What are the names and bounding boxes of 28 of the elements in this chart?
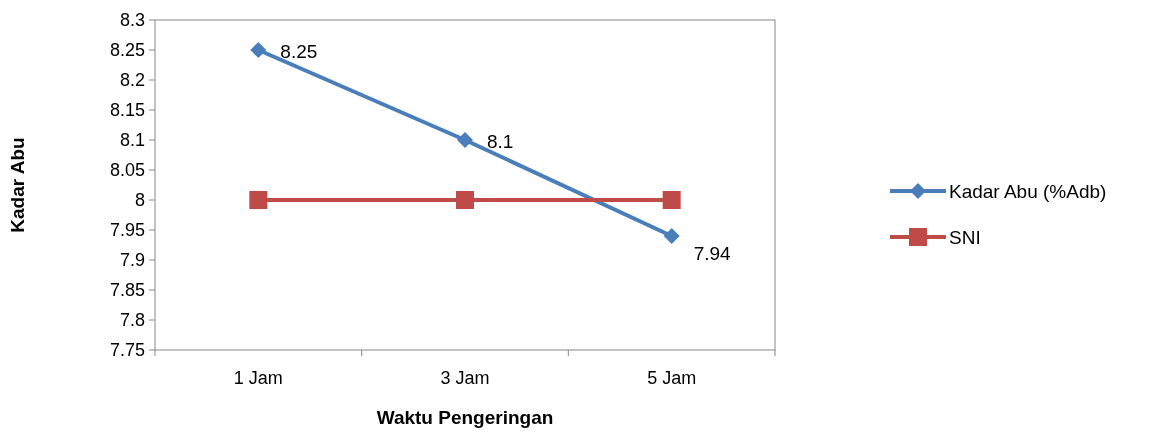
x-axis-title: Waktu Pengeringan xyxy=(376,407,554,428)
y-tick-label: 7.75 xyxy=(109,340,145,360)
point xyxy=(250,42,267,58)
point xyxy=(457,132,473,148)
point xyxy=(249,191,268,209)
data-label: 7.94 xyxy=(693,243,732,264)
point xyxy=(662,191,681,209)
y-tick-label: 8.05 xyxy=(109,160,145,180)
y-tick-label: 7.9 xyxy=(119,250,145,270)
y-tick-label: 7.85 xyxy=(109,280,145,300)
data-label: 8.25 xyxy=(280,41,318,62)
point xyxy=(663,228,680,244)
y-tick-label: 8.2 xyxy=(119,70,145,90)
legend-label: Kadar Abu (%Adb) xyxy=(949,181,1107,202)
x-tick-label: 3 Jam xyxy=(440,368,490,388)
x-tick-label: 1 Jam xyxy=(233,368,283,388)
y-tick-label: 8.1 xyxy=(119,130,145,150)
y-tick-label: 8.3 xyxy=(119,10,145,30)
point xyxy=(456,191,474,209)
y-tick-label: 8.25 xyxy=(109,40,145,60)
y-tick-label: 7.95 xyxy=(109,220,145,240)
y-tick-label: 8 xyxy=(134,190,145,210)
data-label: 8.1 xyxy=(487,131,514,152)
y-axis-title: Kadar Abu xyxy=(7,137,28,233)
legend-label: SNI xyxy=(949,227,981,248)
x-tick-label: 5 Jam xyxy=(647,368,697,388)
y-tick-label: 8.15 xyxy=(109,100,145,120)
y-tick-label: 7.8 xyxy=(119,310,145,330)
